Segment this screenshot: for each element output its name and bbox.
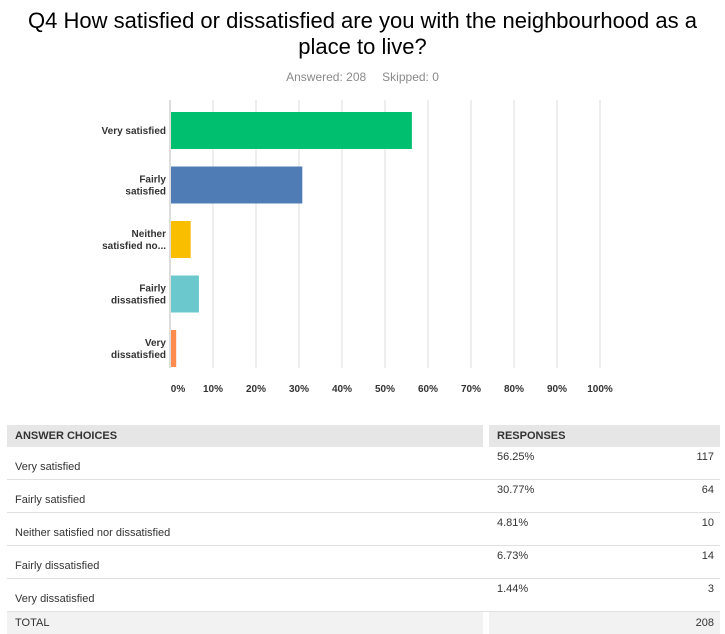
response-count: 64: [624, 480, 720, 513]
tick-label: 50%: [375, 384, 395, 395]
question-title-line-2: place to live?: [0, 34, 725, 60]
answer-choice: Very satisfied: [7, 447, 483, 480]
answer-choice: Very dissatisfied: [7, 579, 483, 612]
answer-choice: Fairly dissatisfied: [7, 546, 483, 579]
table-header-row: ANSWER CHOICES RESPONSES: [7, 425, 720, 447]
bar: [171, 167, 302, 204]
response-percent: 4.81%: [489, 513, 624, 546]
responses-table: ANSWER CHOICES RESPONSES Very satisfied …: [7, 425, 720, 634]
tick-label: 10%: [203, 384, 223, 395]
bar: [171, 330, 176, 367]
response-count: 14: [624, 546, 720, 579]
tick-label: 60%: [418, 384, 438, 395]
response-count: 3: [624, 579, 720, 612]
table-row: Fairly satisfied 30.77% 64: [7, 480, 720, 513]
tick-label: 70%: [461, 384, 481, 395]
skipped-count: Skipped: 0: [382, 70, 439, 84]
table-total-row: TOTAL 208: [7, 612, 720, 634]
header-responses: RESPONSES: [489, 425, 720, 447]
tick-label: 100%: [587, 384, 613, 395]
response-count: 117: [624, 447, 720, 480]
response-percent: 1.44%: [489, 579, 624, 612]
response-stats: Answered: 208 Skipped: 0: [0, 70, 725, 84]
tick-label: 80%: [504, 384, 524, 395]
question-title: Q4 How satisfied or dissatisfied are you…: [0, 8, 725, 60]
bar: [171, 112, 412, 149]
total-label: TOTAL: [7, 612, 483, 634]
bar: [171, 276, 199, 313]
tick-label: 0%: [171, 384, 186, 395]
table-row: Fairly dissatisfied 6.73% 14: [7, 546, 720, 579]
tick-label: 20%: [246, 384, 266, 395]
response-percent: 30.77%: [489, 480, 624, 513]
bar: [171, 221, 191, 258]
answer-choice: Fairly satisfied: [7, 480, 483, 513]
table-row: Very dissatisfied 1.44% 3: [7, 579, 720, 612]
header-answer-choices: ANSWER CHOICES: [7, 425, 483, 447]
response-percent: 6.73%: [489, 546, 624, 579]
category-label: Very satisfied: [102, 126, 166, 137]
tick-label: 90%: [547, 384, 567, 395]
response-count: 10: [624, 513, 720, 546]
total-count: 208: [624, 612, 720, 634]
response-percent: 56.25%: [489, 447, 624, 480]
table-row: Neither satisfied nor dissatisfied 4.81%…: [7, 513, 720, 546]
question-title-line-1: Q4 How satisfied or dissatisfied are you…: [0, 8, 725, 34]
table-row: Very satisfied 56.25% 117: [7, 447, 720, 480]
tick-label: 30%: [289, 384, 309, 395]
answered-count: Answered: 208: [286, 70, 366, 84]
tick-label: 40%: [332, 384, 352, 395]
answer-choice: Neither satisfied nor dissatisfied: [7, 513, 483, 546]
